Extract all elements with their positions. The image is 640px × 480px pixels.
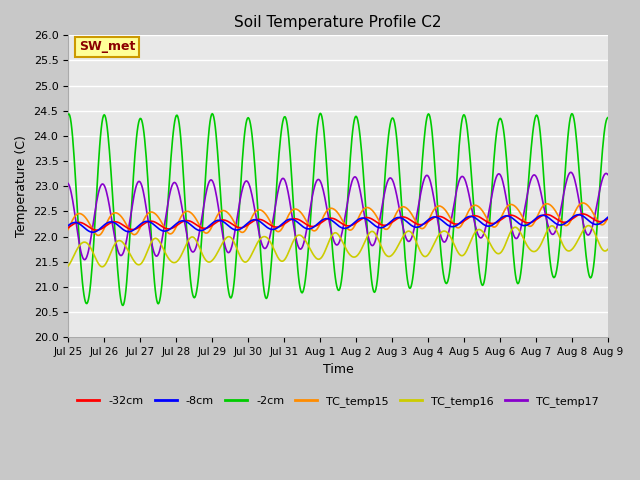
Text: SW_met: SW_met bbox=[79, 40, 135, 53]
Title: Soil Temperature Profile C2: Soil Temperature Profile C2 bbox=[234, 15, 442, 30]
Legend: -32cm, -8cm, -2cm, TC_temp15, TC_temp16, TC_temp17: -32cm, -8cm, -2cm, TC_temp15, TC_temp16,… bbox=[73, 391, 603, 411]
Y-axis label: Temperature (C): Temperature (C) bbox=[15, 135, 28, 237]
X-axis label: Time: Time bbox=[323, 362, 353, 375]
